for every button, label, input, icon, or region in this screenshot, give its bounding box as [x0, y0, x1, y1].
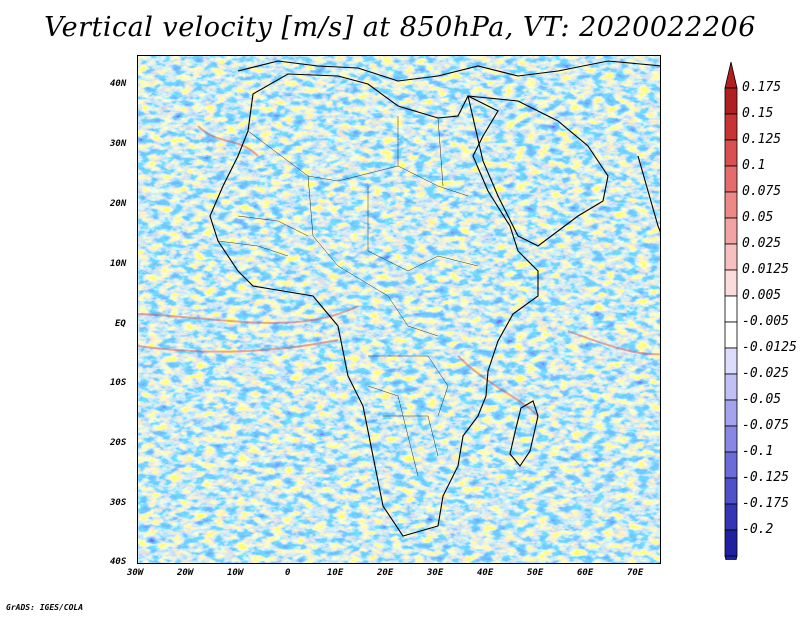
colorbar-label: 0.005: [742, 288, 782, 303]
colorbar-swatch: [724, 113, 738, 141]
map-panel: [137, 55, 661, 564]
lon-label-10w: 10W: [227, 568, 244, 578]
lon-label-30w: 30W: [127, 568, 144, 578]
colorbar-swatch: [724, 451, 738, 479]
lat-label-20n: 20N: [110, 199, 127, 209]
colorbar-swatch: [724, 373, 738, 401]
lon-label-10e: 10E: [327, 568, 344, 578]
lon-label-40e: 40E: [477, 568, 494, 578]
colorbar-swatch: [724, 477, 738, 505]
lat-label-eq: EQ: [115, 319, 126, 329]
colorbar-swatch: [724, 165, 738, 193]
colorbar-label: -0.175: [742, 496, 789, 511]
colorbar-label: 0.0125: [742, 262, 789, 277]
colorbar-label: -0.05: [742, 392, 782, 407]
positive-bands: [138, 125, 660, 417]
colorbar-swatch: [724, 139, 738, 167]
colorbar: [724, 61, 738, 560]
colorbar-label: -0.1: [742, 444, 774, 459]
lon-label-70e: 70E: [627, 568, 644, 578]
colorbar-swatch: [724, 529, 738, 557]
lon-label-20w: 20W: [177, 568, 194, 578]
colorbar-label: 0.05: [742, 210, 774, 225]
lat-label-20s: 20S: [110, 438, 127, 448]
colorbar-swatch: [724, 347, 738, 375]
lat-label-40s: 40S: [110, 557, 127, 567]
colorbar-swatch: [724, 217, 738, 245]
colorbar-label: 0.025: [742, 236, 782, 251]
colorbar-swatch: [724, 321, 738, 349]
borders: [217, 116, 479, 477]
lon-label-30e: 30E: [427, 568, 444, 578]
colorbar-swatch: [724, 191, 738, 219]
colorbar-swatch: [724, 269, 738, 297]
colorbar-swatch: [724, 503, 738, 531]
map-title: Vertical velocity [m/s] at 850hPa, VT: 2…: [44, 12, 756, 43]
lat-label-40n: 40N: [110, 79, 127, 89]
colorbar-top-arrow: [724, 61, 738, 89]
lon-label-0: 0: [285, 568, 291, 578]
lat-label-10n: 10N: [110, 259, 127, 269]
colorbar-label: -0.125: [742, 470, 789, 485]
colorbar-swatch: [724, 87, 738, 115]
colorbar-swatch: [724, 243, 738, 271]
colorbar-swatch: [724, 295, 738, 323]
colorbar-label: -0.075: [742, 418, 789, 433]
colorbar-label: 0.15: [742, 106, 774, 121]
colorbar-bottom-arrow: [724, 555, 738, 560]
colorbar-label: 0.175: [742, 80, 782, 95]
lat-label-30n: 30N: [110, 139, 127, 149]
lat-label-10s: 10S: [110, 378, 127, 388]
colorbar-label: 0.075: [742, 184, 782, 199]
velocity-field: [138, 56, 660, 563]
lon-label-50e: 50E: [527, 568, 544, 578]
lon-label-20e: 20E: [377, 568, 394, 578]
coastlines: [209, 60, 660, 537]
colorbar-swatch: [724, 425, 738, 453]
lat-label-30s: 30S: [110, 498, 127, 508]
colorbar-label: -0.005: [742, 314, 789, 329]
colorbar-label: 0.125: [742, 132, 782, 147]
colorbar-label: -0.025: [742, 366, 789, 381]
velocity-shading: [138, 56, 660, 563]
colorbar-label: -0.2: [742, 522, 774, 537]
colorbar-label: 0.1: [742, 158, 766, 173]
grads-credit: GrADS: IGES/COLA: [6, 603, 84, 612]
colorbar-swatch: [724, 399, 738, 427]
colorbar-label: -0.0125: [742, 340, 797, 355]
lon-label-60e: 60E: [577, 568, 594, 578]
